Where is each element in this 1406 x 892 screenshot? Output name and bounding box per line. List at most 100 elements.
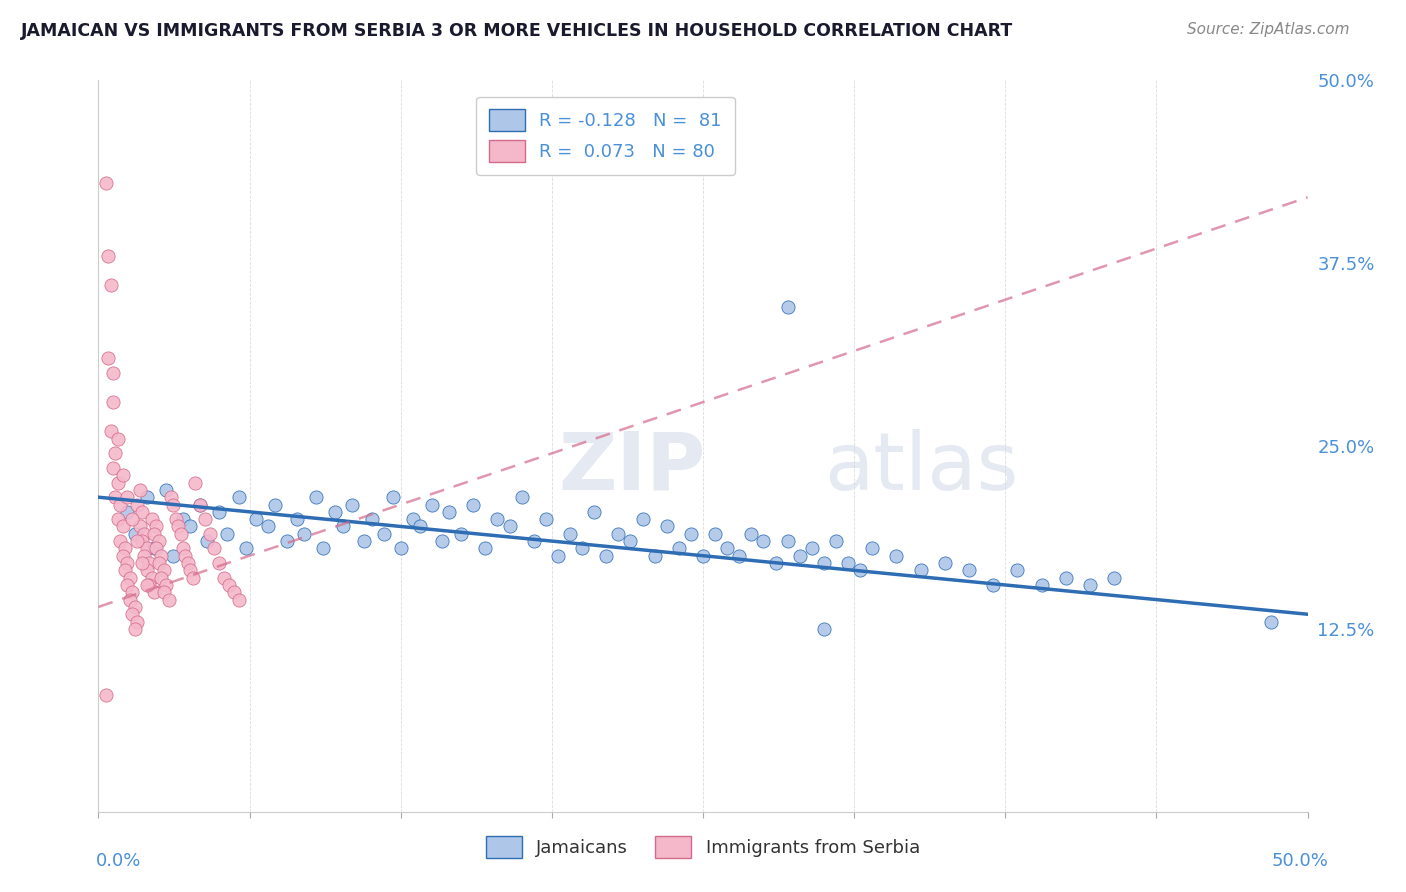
Point: [430, 534, 453, 549]
Point: [849, 563, 872, 577]
Point: [595, 549, 617, 563]
Point: [498, 519, 520, 533]
Point: [1078, 578, 1101, 592]
Point: [312, 541, 335, 556]
Point: [212, 571, 235, 585]
Point: [910, 563, 932, 577]
Point: [305, 490, 328, 504]
Point: [1031, 578, 1053, 592]
Point: [837, 556, 859, 570]
Point: [169, 526, 191, 541]
Point: [450, 526, 472, 541]
Point: [534, 512, 557, 526]
Point: [510, 490, 533, 504]
Point: [776, 300, 799, 314]
Point: [437, 505, 460, 519]
Point: [94, 176, 117, 190]
Point: [373, 526, 395, 541]
Point: [523, 534, 546, 549]
Point: [420, 498, 443, 512]
Point: [97, 249, 120, 263]
Point: [776, 534, 799, 549]
Point: [740, 526, 762, 541]
Point: [1007, 563, 1029, 577]
Point: [118, 571, 141, 585]
Point: [571, 541, 593, 556]
Point: [886, 549, 908, 563]
Point: [121, 585, 143, 599]
Point: [583, 505, 606, 519]
Point: [101, 395, 124, 409]
Point: [150, 571, 173, 585]
Point: [208, 556, 231, 570]
Point: [118, 592, 141, 607]
Point: [100, 425, 122, 439]
Point: [108, 498, 131, 512]
Point: [172, 512, 194, 526]
Point: [409, 519, 432, 533]
Point: [131, 556, 153, 570]
Point: [547, 549, 569, 563]
Point: [679, 526, 702, 541]
Point: [402, 512, 425, 526]
Point: [245, 512, 267, 526]
Point: [813, 556, 835, 570]
Point: [668, 541, 690, 556]
Point: [135, 578, 157, 592]
Point: [127, 615, 149, 629]
Point: [825, 534, 848, 549]
Point: [117, 490, 139, 504]
Point: [181, 571, 204, 585]
Point: [360, 512, 382, 526]
Point: [121, 607, 143, 622]
Point: [692, 549, 714, 563]
Point: [325, 505, 347, 519]
Point: [1260, 615, 1282, 629]
Text: 0.0%: 0.0%: [96, 852, 141, 870]
Point: [655, 519, 678, 533]
Point: [145, 541, 167, 556]
Point: [179, 563, 201, 577]
Point: [160, 490, 183, 504]
Point: [167, 519, 190, 533]
Point: [143, 526, 166, 541]
Point: [463, 498, 485, 512]
Point: [135, 490, 157, 504]
Point: [486, 512, 509, 526]
Point: [172, 541, 194, 556]
Point: [188, 498, 211, 512]
Point: [174, 549, 197, 563]
Point: [143, 585, 166, 599]
Point: [934, 556, 956, 570]
Point: [127, 498, 149, 512]
Point: [256, 519, 278, 533]
Text: JAMAICAN VS IMMIGRANTS FROM SERBIA 3 OR MORE VEHICLES IN HOUSEHOLD CORRELATION C: JAMAICAN VS IMMIGRANTS FROM SERBIA 3 OR …: [21, 22, 1014, 40]
Text: ZIP: ZIP: [558, 429, 706, 507]
Point: [208, 505, 231, 519]
Text: 50.0%: 50.0%: [1272, 852, 1329, 870]
Point: [165, 512, 187, 526]
Point: [382, 490, 405, 504]
Point: [716, 541, 738, 556]
Point: [389, 541, 412, 556]
Point: [117, 578, 139, 592]
Point: [148, 556, 170, 570]
Point: [704, 526, 727, 541]
Point: [150, 549, 173, 563]
Point: [104, 490, 127, 504]
Text: atlas: atlas: [824, 429, 1018, 507]
Point: [353, 534, 375, 549]
Point: [631, 512, 654, 526]
Point: [228, 592, 250, 607]
Point: [813, 622, 835, 636]
Point: [155, 578, 177, 592]
Legend: Jamaicans, Immigrants from Serbia: Jamaicans, Immigrants from Serbia: [478, 829, 928, 865]
Point: [124, 599, 146, 614]
Point: [134, 526, 156, 541]
Point: [285, 512, 308, 526]
Point: [101, 366, 124, 380]
Point: [228, 490, 250, 504]
Point: [1054, 571, 1077, 585]
Point: [177, 556, 200, 570]
Point: [121, 512, 143, 526]
